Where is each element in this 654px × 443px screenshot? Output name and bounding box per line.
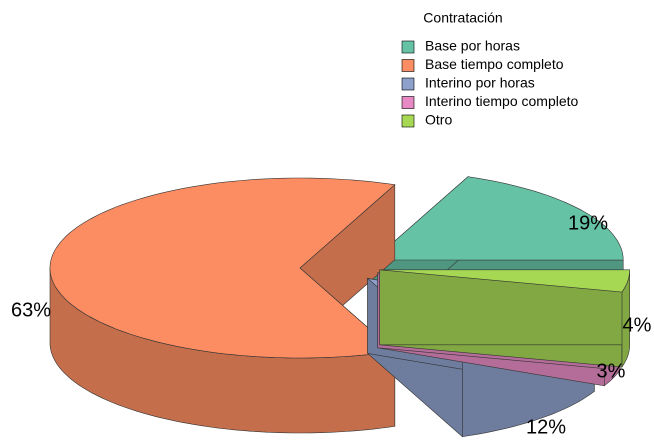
legend-label: Base tiempo completo	[425, 56, 564, 72]
legend-swatch	[401, 77, 415, 91]
data-label: 3%	[597, 360, 626, 382]
legend-swatch	[401, 59, 415, 72]
legend-label: Interino por horas	[425, 75, 535, 91]
slice	[49, 177, 396, 434]
legend-swatch	[401, 114, 415, 128]
legend-title: Contratación	[423, 10, 502, 26]
legend-swatch	[401, 40, 415, 54]
data-label: 4%	[623, 314, 652, 336]
data-label: 12%	[526, 416, 566, 438]
legend-swatch	[401, 96, 415, 109]
slice	[379, 269, 631, 369]
legend-label: Otro	[425, 112, 452, 128]
slice-top	[379, 269, 631, 293]
legend-label: Base por horas	[425, 38, 520, 54]
data-label: 19%	[568, 212, 608, 234]
legend-label: Interino tiempo completo	[425, 93, 579, 109]
slice-top	[372, 176, 624, 261]
data-label: 63%	[11, 299, 51, 321]
slice-top	[49, 177, 396, 359]
